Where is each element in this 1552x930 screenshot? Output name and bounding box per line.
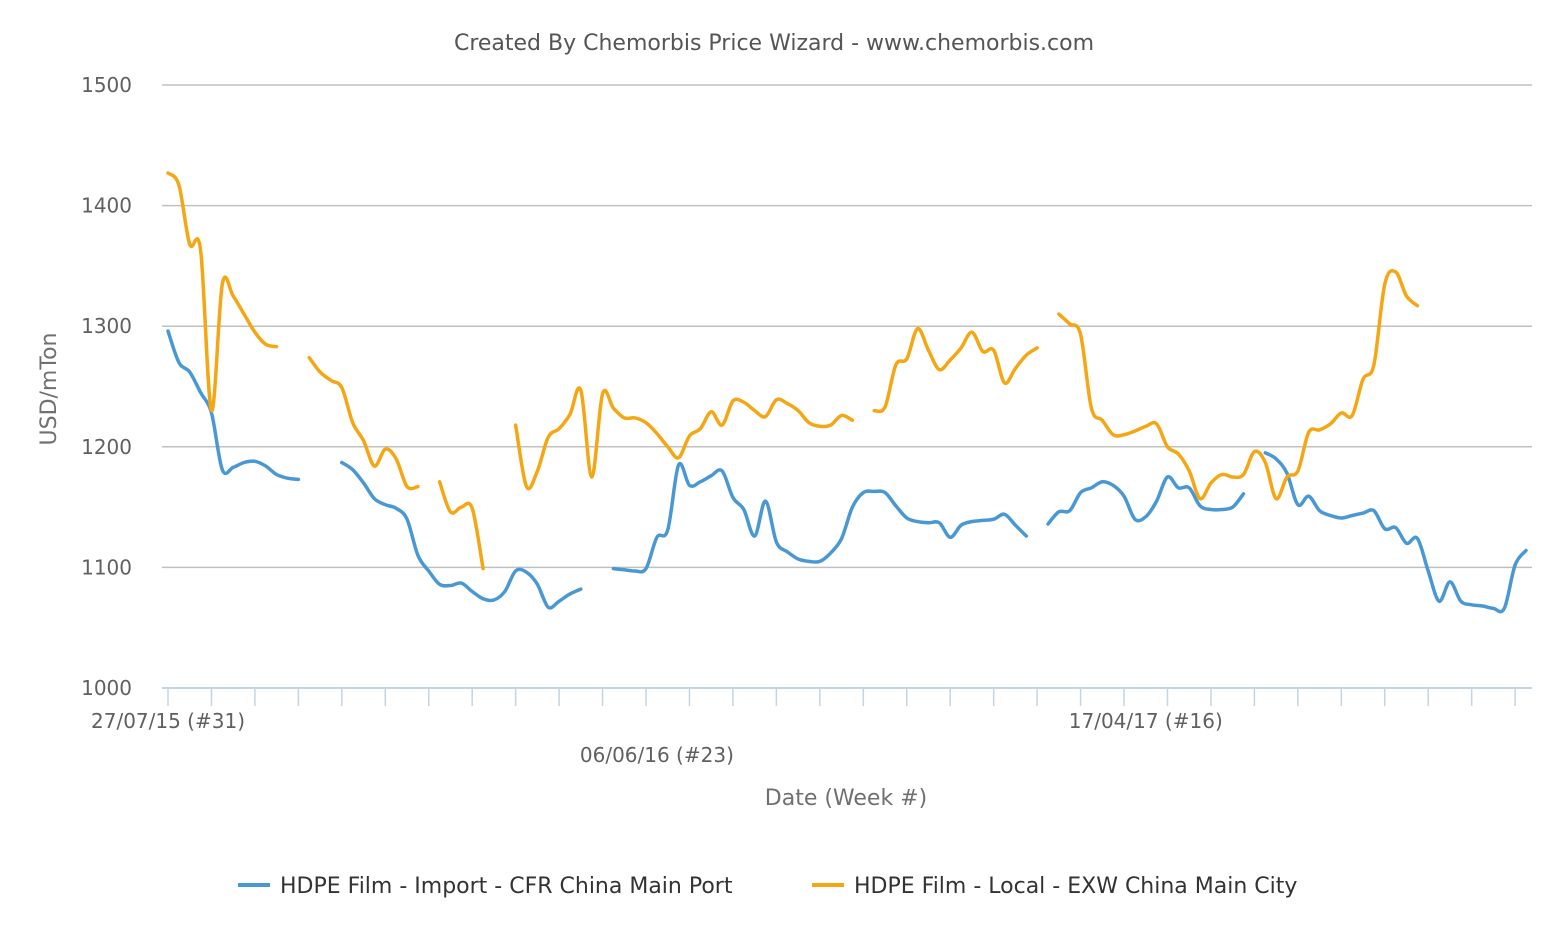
series-local [166, 171, 1420, 571]
y-tick-label-1300: 1300 [81, 314, 132, 338]
gridlines [162, 84, 1532, 569]
series-line-segment [513, 386, 855, 491]
x-axis-tick-marks [167, 688, 1516, 706]
series-line-segment [307, 355, 420, 491]
series-line-segment [166, 171, 279, 413]
series-line-segment [872, 326, 1039, 414]
y-axis-title: USD/mTon [37, 333, 62, 446]
series-import [166, 329, 1528, 614]
x-tick-label: 06/06/16 (#23) [580, 743, 734, 767]
legend: HDPE Film - Import - CFR China Main Port… [238, 874, 1297, 899]
y-tick-label-1100: 1100 [81, 555, 132, 579]
x-tick-label: 27/07/15 (#31) [91, 709, 245, 733]
y-tick-label-1500: 1500 [81, 73, 132, 97]
y-tick-label-1200: 1200 [81, 435, 132, 459]
series-line-segment [1263, 451, 1528, 614]
x-tick-label: 17/04/17 (#16) [1069, 709, 1223, 733]
y-tick-label-1400: 1400 [81, 194, 132, 218]
series-line-segment [611, 461, 1029, 574]
series-line-segment [166, 329, 301, 482]
x-axis-tick-labels: 27/07/15 (#31) 06/06/16 (#23) 17/04/17 (#1… [91, 709, 1223, 767]
y-axis-tick-labels: 1000 1100 1200 1300 1400 1500 [81, 73, 132, 700]
series-line-segment [1057, 269, 1420, 501]
legend-label-import: HDPE Film - Import - CFR China Main Port [280, 874, 733, 899]
legend-item-import[interactable]: HDPE Film - Import - CFR China Main Port [238, 874, 733, 899]
series-line-segment [437, 480, 485, 571]
series-line-segment [340, 460, 583, 610]
series-lines [166, 171, 1528, 614]
x-axis-title: Date (Week #) [765, 786, 927, 811]
legend-item-local[interactable]: HDPE Film - Local - EXW China Main City [812, 874, 1297, 899]
series-line-segment [1046, 474, 1246, 526]
y-tick-label-1000: 1000 [81, 676, 132, 700]
legend-label-local: HDPE Film - Local - EXW China Main City [854, 874, 1297, 899]
chart-title: Created By Chemorbis Price Wizard - www.… [454, 31, 1094, 56]
